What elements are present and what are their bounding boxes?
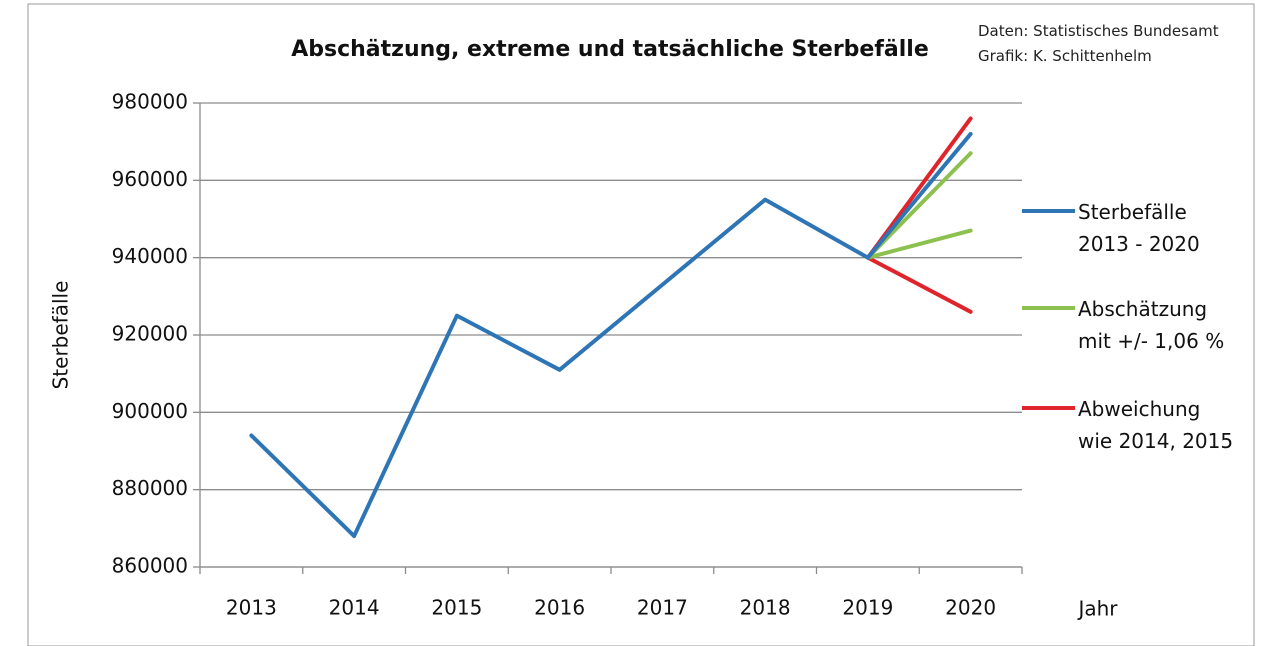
x-tick-label: 2014 xyxy=(329,596,380,620)
series-line xyxy=(865,151,973,260)
y-tick-label: 940000 xyxy=(112,244,188,268)
y-tick-label: 960000 xyxy=(112,167,188,191)
source-note: Daten: Statistisches Bundesamt xyxy=(978,22,1219,40)
credit-note: Grafik: K. Schittenhelm xyxy=(978,47,1152,65)
x-tick-label: 2016 xyxy=(534,596,585,620)
x-tick-label: 2019 xyxy=(842,596,893,620)
x-tick-label: 2013 xyxy=(226,596,277,620)
y-tick-label: 860000 xyxy=(112,554,188,578)
x-tick-label: 2018 xyxy=(740,596,791,620)
x-tick-label: 2015 xyxy=(431,596,482,620)
legend-label: Sterbefälle 2013 - 2020 xyxy=(1078,200,1200,256)
chart-title: Abschätzung, extreme und tatsächliche St… xyxy=(291,37,929,62)
series-line-lower xyxy=(865,228,973,260)
y-axis-label: Sterbefälle xyxy=(49,281,73,390)
legend-label: Abweichung wie 2014, 2015 xyxy=(1078,397,1234,453)
y-tick-label: 920000 xyxy=(112,322,188,346)
legend-label: Abschätzung mit +/- 1,06 % xyxy=(1078,297,1225,353)
x-tick-label: 2017 xyxy=(637,596,688,620)
series-line-lower xyxy=(865,255,973,314)
frame xyxy=(27,3,1255,646)
x-axis-label: Jahr xyxy=(1076,597,1118,621)
y-tick-label: 880000 xyxy=(112,476,188,500)
y-tick-label: 900000 xyxy=(112,399,188,423)
series-line xyxy=(249,131,973,539)
y-tick-label: 980000 xyxy=(112,90,188,114)
x-tick-label: 2020 xyxy=(945,596,996,620)
